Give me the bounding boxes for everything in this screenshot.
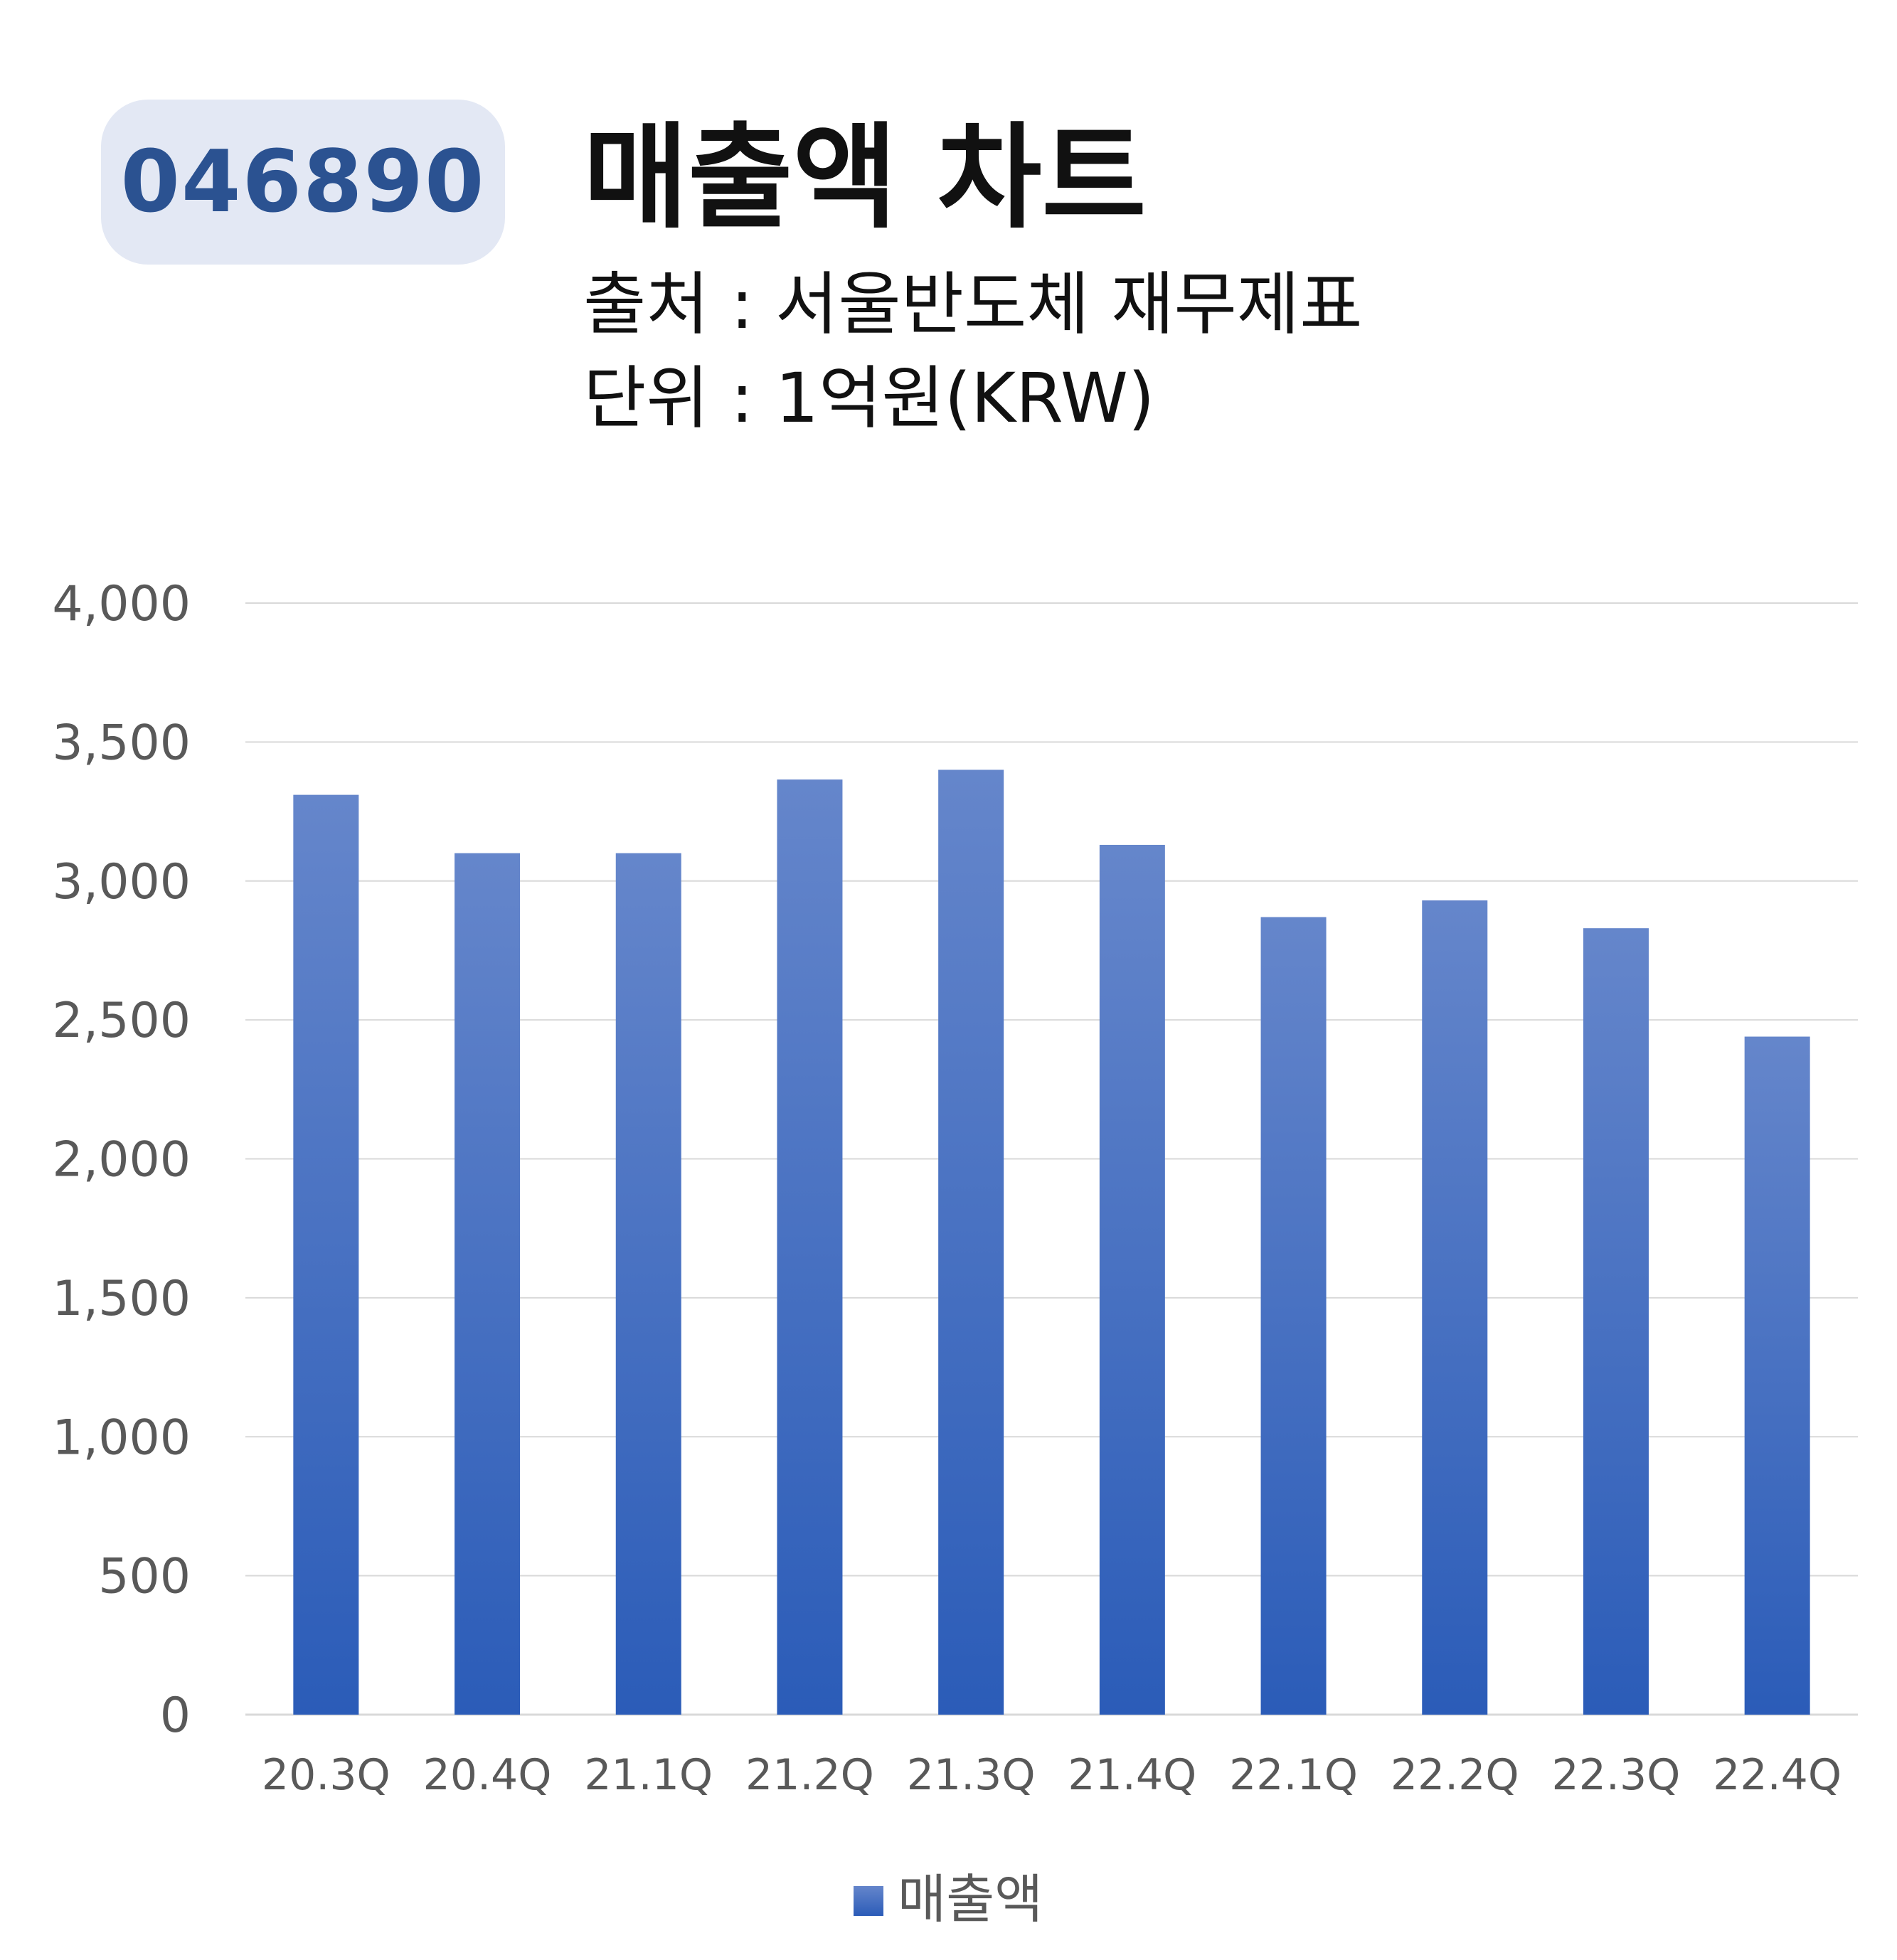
- x-tick-label: 22.4Q: [1713, 1750, 1842, 1800]
- x-tick-label: 21.2Q: [745, 1750, 874, 1800]
- legend-label: 매출액: [898, 1869, 1043, 1930]
- y-tick-label: 3,000: [52, 854, 191, 910]
- x-tick-label: 20.3Q: [262, 1750, 390, 1800]
- x-tick-label: 20.4Q: [423, 1750, 552, 1800]
- y-tick-label: 500: [98, 1549, 191, 1605]
- x-tick-label: 21.3Q: [907, 1750, 1036, 1800]
- bar-21.3Q: [938, 769, 1004, 1715]
- source-text: 출처 : 서울반도체 재무제표: [583, 265, 1363, 344]
- bar-21.2Q: [777, 779, 843, 1715]
- y-tick-label: 2,500: [52, 993, 191, 1049]
- x-axis: 20.3Q 20.4Q 21.1Q 21.2Q 21.3Q 21.4Q 22.1Q 22.2Q…: [262, 1750, 1842, 1800]
- bar-20.4Q: [455, 853, 521, 1715]
- bar-21.1Q: [615, 853, 681, 1715]
- bar-22.2Q: [1422, 900, 1488, 1715]
- ticker-badge: 046890: [101, 100, 505, 265]
- unit-text: 단위 : 1억원(KRW): [583, 358, 1155, 438]
- y-tick-label: 1,000: [52, 1410, 191, 1466]
- x-tick-label: 21.1Q: [584, 1750, 713, 1800]
- x-tick-label: 21.4Q: [1068, 1750, 1196, 1800]
- y-tick-label: 1,500: [52, 1271, 191, 1327]
- y-tick-label: 0: [160, 1688, 191, 1744]
- bar-22.3Q: [1583, 928, 1649, 1715]
- x-tick-label: 22.1Q: [1229, 1750, 1358, 1800]
- x-tick-label: 22.2Q: [1391, 1750, 1519, 1800]
- y-tick-label: 3,500: [52, 715, 191, 771]
- y-axis: 0 500 1,000 1,500 2,000 2,500 3,000 3,500 4,000: [52, 576, 191, 1744]
- y-tick-label: 4,000: [52, 576, 191, 632]
- legend: 매출액: [854, 1869, 1043, 1930]
- bar-22.1Q: [1260, 917, 1327, 1715]
- bar-22.4Q: [1744, 1036, 1810, 1715]
- bars: [293, 769, 1810, 1715]
- bar-20.3Q: [293, 794, 359, 1715]
- chart-title: 매출액 차트: [583, 111, 1147, 244]
- x-tick-label: 22.3Q: [1552, 1750, 1681, 1800]
- y-tick-label: 2,000: [52, 1132, 191, 1188]
- bar-21.4Q: [1099, 844, 1165, 1715]
- legend-swatch: [854, 1886, 883, 1916]
